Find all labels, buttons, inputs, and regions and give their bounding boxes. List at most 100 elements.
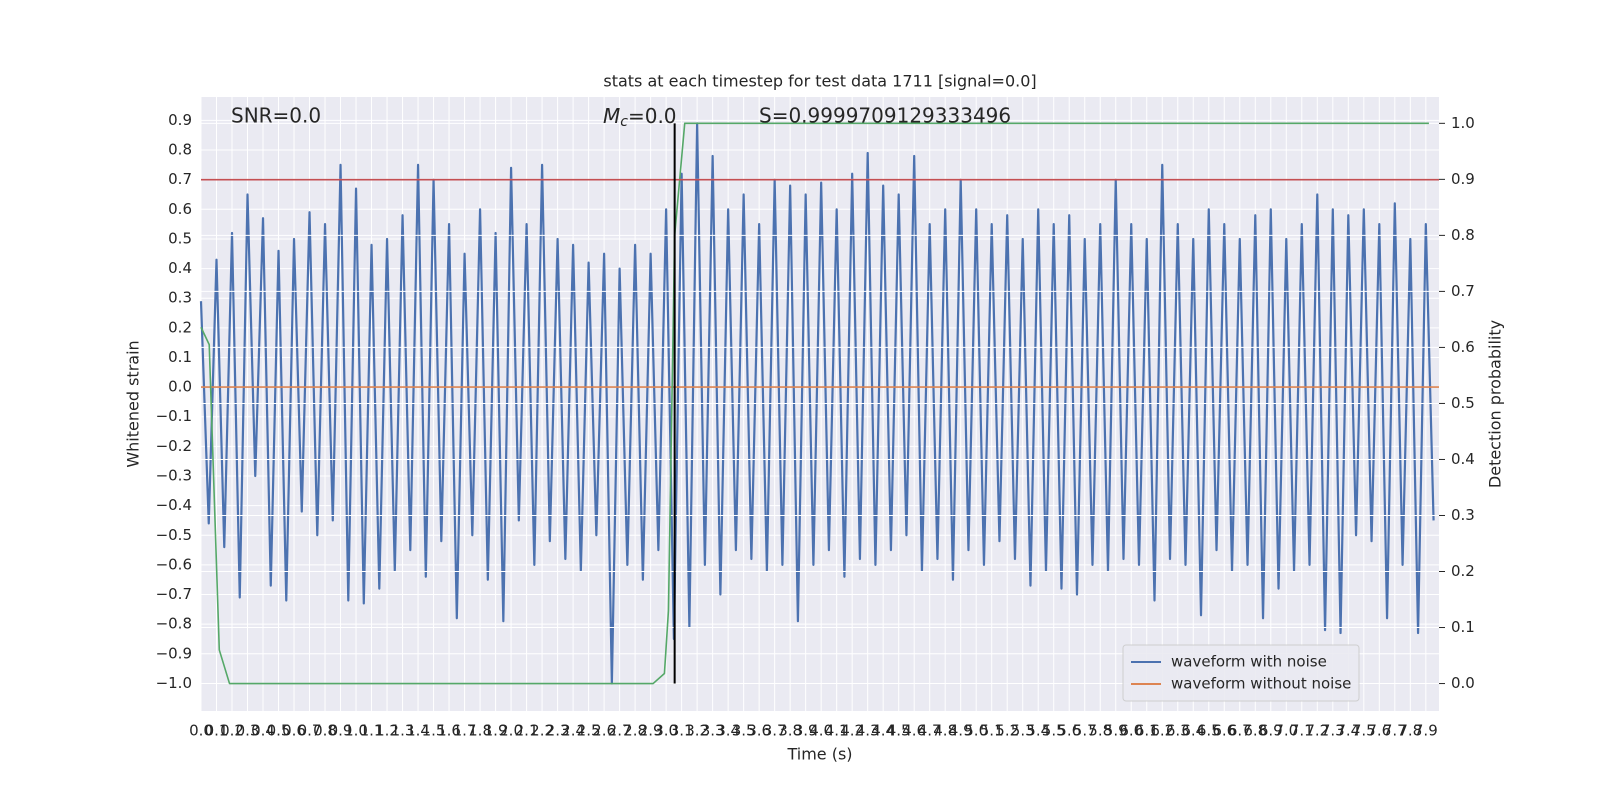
x-tick-label: 7.3 [1321,722,1345,740]
x-tick-label: 2.7 [608,722,632,740]
annotation-subscript: c [620,114,628,130]
x-tick-label: 6.7 [1228,722,1252,740]
y2-tick-label: 0.8 [1451,226,1475,244]
x-tick-label: 1.7 [453,722,477,740]
x-tick-label: 2.3 [546,722,570,740]
y2-tick-label: 0.2 [1451,562,1475,580]
annotation-text: =0.0 [628,104,677,128]
x-tick-label: 1.3 [391,722,415,740]
x-tick-label: 3.3 [701,722,725,740]
x-tick-label: 1.2 [375,722,399,740]
x-tick-label: 7.0 [1274,722,1298,740]
legend-label: waveform with noise [1171,653,1327,671]
x-tick-label: 6.6 [1212,722,1236,740]
x-tick-label: 7.9 [1414,722,1438,740]
x-tick-label: 3.9 [794,722,818,740]
annotation: SNR=0.0 [231,104,321,128]
y2-tick-label: 0.1 [1451,618,1475,636]
x-tick-label: 2.9 [639,722,663,740]
x-tick-label: 7.7 [1383,722,1407,740]
x-tick-label: 7.2 [1305,722,1329,740]
x-tick-label: 5.6 [1057,722,1081,740]
y-tick-label: −1.0 [156,674,192,692]
x-tick-label: 5.8 [1088,722,1112,740]
y2-tick-label: 0.7 [1451,282,1475,300]
y-tick-label: −0.7 [156,585,192,603]
y-tick-label: −0.1 [156,407,192,425]
x-tick-label: 5.9 [1104,722,1128,740]
x-tick-label: 4.1 [825,722,849,740]
x-tick-label: 3.6 [747,722,771,740]
x-tick-label: 3.0 [654,722,678,740]
y-tick-label: 0.6 [168,200,192,218]
x-tick-label: 5.5 [1042,722,1066,740]
y-tick-label: 0.8 [168,141,192,159]
x-tick-label: 3.7 [763,722,787,740]
x-tick-label: 1.1 [360,722,384,740]
x-tick-label: 6.2 [1150,722,1174,740]
x-tick-label: 0.4 [251,722,275,740]
legend-box [1122,644,1360,702]
x-tick-label: 0.8 [313,722,337,740]
x-tick-label: 6.5 [1197,722,1221,740]
x-tick-label: 2.0 [499,722,523,740]
x-tick-label: 2.4 [561,722,585,740]
y-tick-label: 0.1 [168,348,192,366]
x-tick-label: 5.3 [1011,722,1035,740]
x-tick-label: 2.2 [530,722,554,740]
y-tick-label: −0.6 [156,555,192,573]
y-tick-label: 0.7 [168,170,192,188]
y-tick-label: 0.2 [168,318,192,336]
x-tick-label: 7.6 [1367,722,1391,740]
x-tick-label: 1.5 [422,722,446,740]
y-tick-label: 0.4 [168,259,192,277]
x-tick-label: 1.0 [344,722,368,740]
x-tick-label: 4.3 [856,722,880,740]
x-tick-label: 4.4 [871,722,895,740]
x-tick-label: 3.8 [778,722,802,740]
x-tick-label: 3.2 [685,722,709,740]
y-tick-label: −0.2 [156,437,192,455]
y2-tick-label: 0.3 [1451,506,1475,524]
x-tick-label: 7.8 [1398,722,1422,740]
chart-title: stats at each timestep for test data 171… [603,72,1036,91]
annotation: Mc=0.0 [603,104,677,131]
x-tick-label: 4.5 [887,722,911,740]
x-tick-label: 7.4 [1336,722,1360,740]
y-tick-label: 0.5 [168,229,192,247]
legend: waveform with noise waveform without nois… [1122,644,1360,702]
y-tick-label: −0.5 [156,526,192,544]
y2-tick-label: 0.0 [1451,674,1475,692]
x-tick-label: 0.6 [282,722,306,740]
x-tick-label: 6.0 [1119,722,1143,740]
x-tick-label: 0.5 [267,722,291,740]
annotation: S=0.9999709129333496 [759,104,1011,128]
x-tick-label: 3.5 [732,722,756,740]
x-tick-label: 3.1 [670,722,694,740]
x-tick-label: 5.2 [995,722,1019,740]
x-tick-label: 5.1 [980,722,1004,740]
x-tick-label: 4.2 [840,722,864,740]
legend-label: waveform without noise [1171,675,1351,693]
x-tick-label: 5.0 [964,722,988,740]
x-tick-label: 4.6 [902,722,926,740]
x-tick-label: 4.9 [949,722,973,740]
x-tick-label: 2.5 [577,722,601,740]
y-tick-label: 0.3 [168,289,192,307]
y2-axis-label: Detection probability [1486,320,1505,488]
x-axis-label: Time (s) [786,745,852,764]
series-line [199,122,1435,685]
y-tick-label: −0.3 [156,467,192,485]
y2-tick-label: 0.9 [1451,170,1475,188]
x-tick-label: 4.7 [918,722,942,740]
y-tick-label: −0.4 [156,496,192,514]
x-tick-label: 6.3 [1166,722,1190,740]
x-tick-label: 3.4 [716,722,740,740]
annotation-symbol: M [603,104,620,128]
x-tick-label: 1.6 [437,722,461,740]
x-tick-label: 1.9 [484,722,508,740]
x-tick-label: 6.9 [1259,722,1283,740]
x-tick-label: 1.8 [468,722,492,740]
x-tick-label: 0.2 [220,722,244,740]
y2-tick-label: 1.0 [1451,114,1475,132]
